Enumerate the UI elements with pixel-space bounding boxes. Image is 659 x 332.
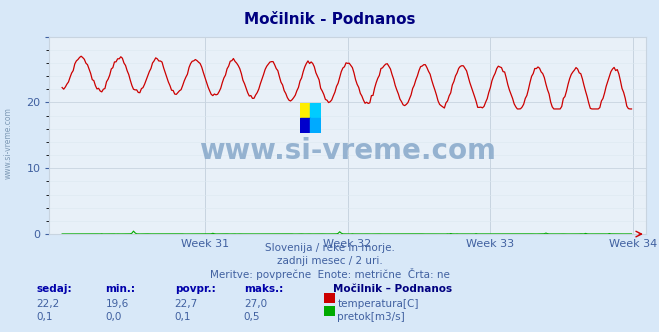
Text: povpr.:: povpr.:	[175, 284, 215, 294]
Text: 19,6: 19,6	[105, 299, 129, 309]
Text: zadnji mesec / 2 uri.: zadnji mesec / 2 uri.	[277, 256, 382, 266]
Text: 27,0: 27,0	[244, 299, 267, 309]
Bar	[310, 118, 321, 133]
Text: 0,1: 0,1	[36, 312, 53, 322]
Text: temperatura[C]: temperatura[C]	[337, 299, 419, 309]
Text: maks.:: maks.:	[244, 284, 283, 294]
Text: Slovenija / reke in morje.: Slovenija / reke in morje.	[264, 243, 395, 253]
Text: www.si-vreme.com: www.si-vreme.com	[199, 137, 496, 165]
Text: 22,2: 22,2	[36, 299, 59, 309]
Text: 22,7: 22,7	[175, 299, 198, 309]
Bar	[310, 103, 321, 118]
Bar	[300, 103, 310, 118]
Text: www.si-vreme.com: www.si-vreme.com	[4, 107, 13, 179]
Text: Močilnik - Podnanos: Močilnik - Podnanos	[244, 12, 415, 27]
Text: Meritve: povprečne  Enote: metrične  Črta: ne: Meritve: povprečne Enote: metrične Črta:…	[210, 268, 449, 280]
Text: min.:: min.:	[105, 284, 136, 294]
Text: pretok[m3/s]: pretok[m3/s]	[337, 312, 405, 322]
Text: 0,0: 0,0	[105, 312, 122, 322]
Text: 0,1: 0,1	[175, 312, 191, 322]
Text: 0,5: 0,5	[244, 312, 260, 322]
Bar	[300, 118, 310, 133]
Text: sedaj:: sedaj:	[36, 284, 72, 294]
Text: Močilnik – Podnanos: Močilnik – Podnanos	[333, 284, 452, 294]
